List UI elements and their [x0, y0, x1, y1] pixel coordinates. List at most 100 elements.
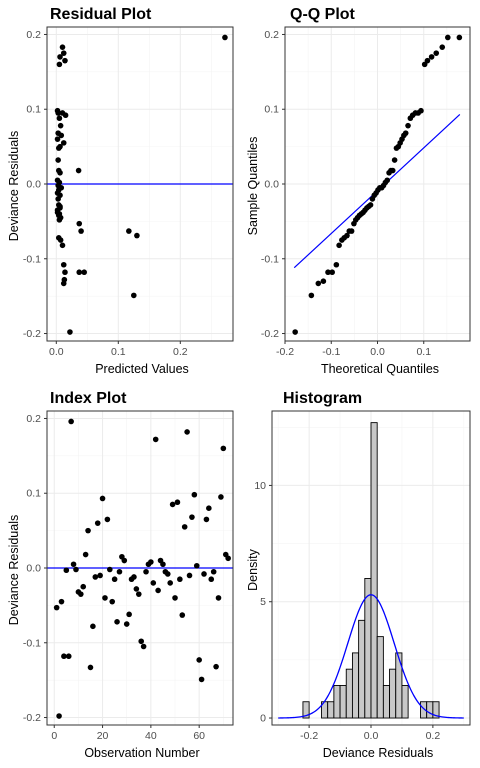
histogram-bar: [401, 685, 409, 719]
index-point: [148, 559, 154, 565]
residual-plot-ylabel: Deviance Residuals: [7, 131, 21, 241]
index-point: [58, 598, 65, 605]
histogram-normal-curve: [278, 594, 464, 719]
histogram-bar: [370, 422, 378, 719]
residual-point: [60, 280, 67, 287]
residual-plot-panel: Residual Plot Predicted Values Deviance …: [7, 6, 234, 376]
index-point: [90, 623, 96, 630]
histogram-title: Histogram: [283, 390, 362, 407]
histogram-bar: [358, 619, 366, 719]
qq-point: [329, 269, 335, 276]
index-point: [138, 638, 145, 645]
qq-ytick-label: 0.0: [264, 179, 279, 191]
index-point: [208, 576, 215, 583]
qq-point: [344, 232, 350, 239]
index-point: [169, 501, 176, 508]
residual-ytick-label: -0.2: [23, 328, 41, 340]
residual-point: [131, 292, 137, 299]
residual-ytick-label: 0.0: [26, 179, 41, 191]
index-point: [65, 653, 72, 660]
qq-point: [336, 242, 342, 249]
index-xtick-label: 40: [145, 730, 157, 742]
qq-xtick-label: 0.0: [370, 346, 385, 358]
index-point: [164, 571, 171, 577]
residual-point: [56, 115, 63, 122]
residual-point: [56, 217, 63, 223]
qq-point: [439, 44, 446, 50]
qq-point: [445, 34, 451, 41]
index-point: [181, 524, 188, 530]
index-point: [107, 566, 113, 573]
index-point: [109, 598, 116, 605]
index-point: [123, 621, 130, 627]
index-ytick-label: 0.1: [26, 488, 41, 500]
residual-point: [57, 169, 63, 176]
histogram-bar: [339, 685, 347, 719]
qq-plot-xlabel: Theoretical Quantiles: [321, 362, 439, 376]
index-point: [70, 561, 77, 568]
residual-point: [60, 50, 67, 56]
residual-point: [76, 269, 83, 276]
index-point: [92, 574, 99, 580]
residual-point: [78, 228, 84, 234]
residual-point: [59, 44, 66, 50]
residual-point: [57, 203, 63, 210]
index-point: [201, 571, 207, 577]
histogram-bar: [345, 668, 353, 719]
index-marks: [47, 418, 233, 719]
qq-point: [315, 280, 322, 287]
residual-point: [59, 242, 66, 249]
index-point: [213, 663, 219, 670]
index-point: [116, 568, 123, 575]
qq-ytick-label: 0.1: [264, 104, 279, 116]
qq-marks: [292, 34, 463, 335]
qq-point: [389, 167, 396, 174]
index-point: [56, 713, 62, 719]
index-point: [99, 495, 106, 502]
residual-ytick-label: -0.1: [23, 253, 41, 265]
residual-point: [55, 196, 61, 202]
qq-point: [402, 130, 409, 136]
index-point: [174, 499, 181, 506]
index-xtick-label: 20: [97, 730, 109, 742]
residual-point: [55, 212, 62, 219]
index-point: [131, 574, 137, 580]
qq-point: [348, 228, 355, 234]
qq-point: [384, 177, 391, 184]
residual-plot-title: Residual Plot: [50, 6, 152, 23]
index-point: [160, 561, 166, 568]
index-ytick-label: -0.1: [23, 637, 41, 649]
index-point: [97, 572, 103, 579]
qq-point: [320, 278, 327, 284]
histogram-bar: [389, 668, 397, 719]
index-ytick-label: -0.2: [23, 712, 41, 724]
index-ytick-label: 0.0: [26, 563, 41, 575]
index-point: [193, 562, 200, 569]
index-point: [53, 604, 60, 611]
index-plot-title: Index Plot: [50, 390, 127, 407]
qq-point: [405, 122, 411, 129]
residual-point: [57, 143, 63, 150]
qq-point: [424, 57, 431, 64]
histogram-ytick-label: 10: [254, 480, 266, 492]
qq-ytick-label: -0.2: [261, 328, 279, 340]
residual-xtick-label: 0.1: [111, 346, 126, 358]
residual-point: [62, 269, 68, 276]
histogram-bar: [364, 578, 372, 719]
histogram-bar: [351, 652, 360, 719]
histogram-marks: [278, 422, 464, 719]
index-point: [133, 586, 140, 592]
histogram-bar: [327, 701, 335, 719]
index-ytick-label: 0.2: [26, 413, 41, 425]
index-point: [198, 676, 205, 683]
index-point: [102, 595, 108, 601]
index-xtick-label: 60: [193, 730, 205, 742]
index-point: [184, 429, 190, 435]
qq-xtick-label: -0.1: [322, 346, 340, 358]
index-point: [94, 520, 101, 526]
index-point: [121, 557, 128, 564]
histogram-bar: [382, 685, 391, 719]
qq-ytick-label: 0.2: [264, 29, 279, 41]
index-point: [114, 619, 120, 625]
